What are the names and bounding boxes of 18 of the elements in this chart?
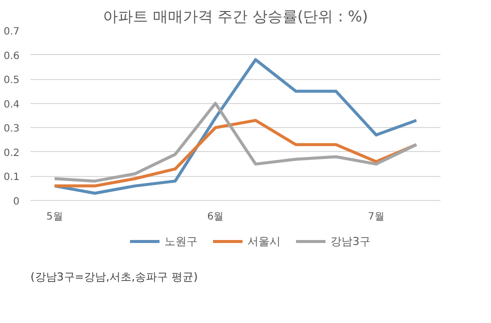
y-tick-label: 0.6 [4,50,20,62]
line-series [53,102,418,183]
y-tick-label: 0.4 [4,99,20,110]
text: (강남3구=강남,서초,송파구 평균) [30,270,198,284]
y-tick-label: 0.1 [4,172,20,184]
y-tick-label: 0.2 [4,148,20,159]
legend-label: 강남3구 [330,234,370,248]
x-tick-label: 6월 [207,212,224,222]
x-tick-label: 7월 [368,212,384,222]
legend-label: 노원구 [164,234,198,248]
chart-title: 아파트 매매가격 주간 상승률(단위 : %) [103,8,368,26]
legend-label: 서울시 [248,234,280,248]
y-tick-label: 0 [13,196,20,208]
y-tick-label: 0.5 [4,75,20,86]
y-tick-label: 0.3 [4,124,20,135]
y-tick-label: 0.7 [4,26,20,38]
line-series [53,118,418,188]
x-tick-label: 5월 [46,212,63,222]
